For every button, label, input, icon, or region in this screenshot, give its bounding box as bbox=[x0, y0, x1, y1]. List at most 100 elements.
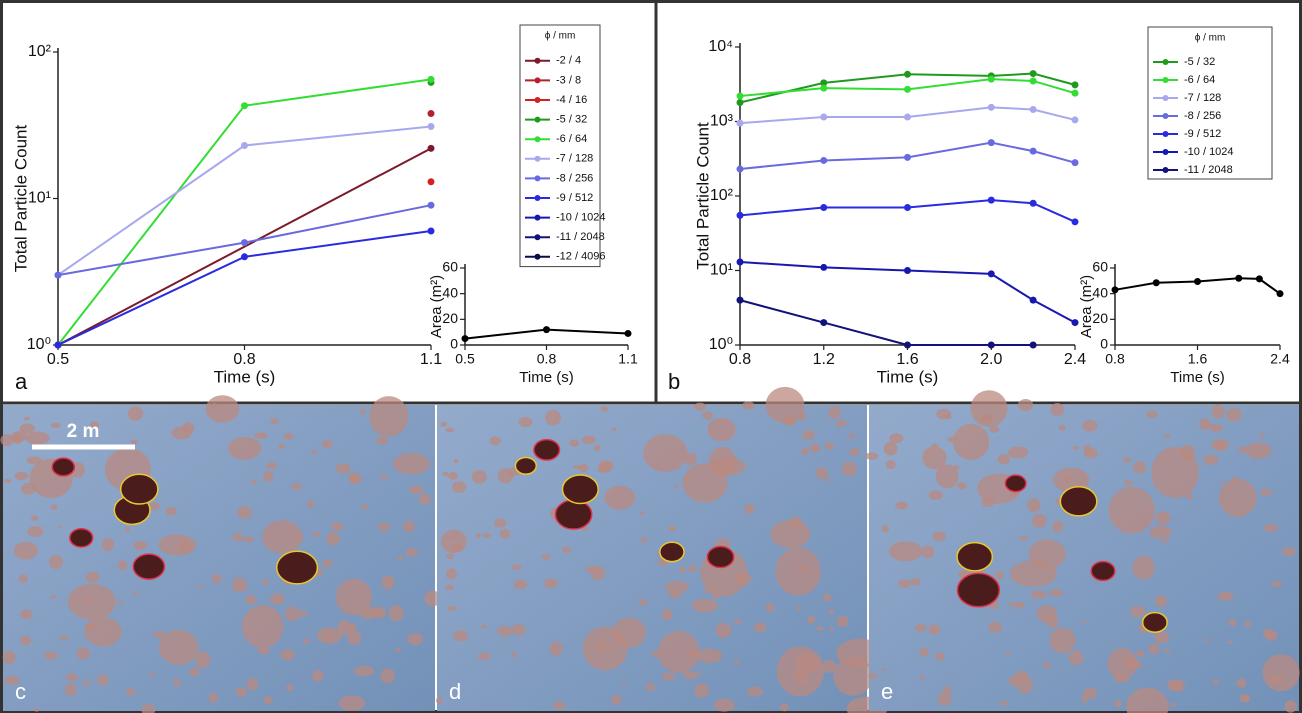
particle bbox=[1203, 454, 1219, 465]
particle bbox=[132, 591, 138, 595]
particle bbox=[284, 606, 300, 622]
particle bbox=[1148, 643, 1160, 655]
particle bbox=[347, 623, 357, 632]
legend-label: -8 / 256 bbox=[1184, 110, 1221, 122]
particle bbox=[480, 624, 486, 629]
particle bbox=[50, 504, 58, 510]
particle bbox=[1050, 403, 1065, 417]
particle bbox=[446, 568, 457, 580]
data-point bbox=[736, 211, 744, 219]
particle bbox=[611, 694, 622, 705]
particle bbox=[338, 695, 366, 711]
particle bbox=[195, 651, 211, 669]
particle bbox=[518, 416, 533, 428]
series-line bbox=[57, 147, 432, 346]
particle bbox=[1007, 446, 1029, 459]
particle bbox=[354, 665, 375, 677]
x-tick-label: 2.0 bbox=[980, 351, 1002, 368]
particle bbox=[1271, 581, 1282, 587]
particle bbox=[291, 483, 302, 490]
particle bbox=[30, 515, 39, 521]
legend-marker bbox=[534, 214, 541, 221]
data-point bbox=[736, 165, 744, 173]
particle bbox=[665, 580, 689, 593]
particle bbox=[693, 402, 707, 411]
particle bbox=[310, 450, 318, 455]
particle bbox=[679, 566, 686, 573]
particle bbox=[1048, 589, 1064, 597]
particle bbox=[23, 416, 31, 421]
x-tick-label: 0.8 bbox=[1105, 351, 1125, 367]
particle bbox=[1204, 638, 1209, 643]
particle bbox=[1010, 491, 1019, 498]
particle bbox=[802, 429, 815, 441]
particle bbox=[661, 672, 676, 681]
x-tick-label: 2.4 bbox=[1064, 351, 1086, 368]
particle bbox=[1028, 539, 1066, 569]
particle bbox=[801, 447, 809, 456]
particle bbox=[807, 615, 816, 624]
panel-label: c bbox=[15, 679, 26, 704]
particle bbox=[1226, 408, 1242, 422]
data-point bbox=[427, 123, 435, 131]
particle bbox=[594, 444, 601, 452]
particle bbox=[921, 545, 935, 559]
outlined-particle bbox=[119, 473, 159, 505]
particle bbox=[1262, 654, 1300, 692]
particle bbox=[849, 702, 857, 707]
particle bbox=[581, 435, 596, 445]
particle bbox=[1052, 520, 1064, 533]
outlined-particle bbox=[956, 572, 1001, 608]
y-tick-label: 0 bbox=[450, 336, 458, 352]
data-point bbox=[543, 326, 550, 334]
x-tick-label: 0.5 bbox=[455, 351, 475, 367]
particle bbox=[691, 598, 718, 613]
y-tick-label: 40 bbox=[442, 284, 458, 300]
particle bbox=[1211, 404, 1225, 419]
outlined-particle bbox=[514, 456, 538, 475]
particle bbox=[770, 520, 811, 549]
outlined-particle bbox=[132, 553, 166, 580]
data-point bbox=[461, 335, 469, 343]
data-point bbox=[987, 196, 995, 204]
particle bbox=[127, 406, 144, 421]
particle bbox=[148, 672, 154, 678]
particle bbox=[159, 629, 199, 665]
outlined-particle bbox=[659, 541, 685, 563]
series-line bbox=[739, 261, 1076, 324]
particle bbox=[263, 470, 274, 482]
particle bbox=[1259, 488, 1273, 496]
particle bbox=[513, 579, 528, 590]
particle bbox=[702, 411, 714, 420]
data-point bbox=[1029, 77, 1037, 85]
particle bbox=[172, 679, 181, 687]
panel-label: a bbox=[15, 369, 28, 394]
particle bbox=[640, 537, 647, 544]
series-line bbox=[739, 141, 1076, 171]
particle bbox=[541, 554, 551, 560]
particle bbox=[835, 419, 847, 427]
data-point bbox=[1071, 89, 1079, 97]
particle bbox=[1146, 410, 1158, 419]
particle bbox=[388, 605, 404, 622]
data-point bbox=[1071, 218, 1079, 226]
particle bbox=[1245, 442, 1272, 459]
particle bbox=[1135, 650, 1145, 657]
outlined-particle bbox=[956, 541, 994, 572]
data-point bbox=[427, 227, 435, 235]
data-point bbox=[987, 75, 995, 83]
particle bbox=[883, 441, 898, 456]
particle bbox=[335, 578, 372, 616]
particle bbox=[590, 566, 606, 581]
particle bbox=[694, 683, 710, 698]
particle bbox=[303, 638, 311, 644]
data-point bbox=[54, 341, 62, 349]
particle bbox=[50, 422, 61, 429]
particle bbox=[1133, 461, 1147, 474]
particle bbox=[604, 485, 636, 510]
particle bbox=[600, 405, 609, 412]
particle bbox=[696, 671, 702, 674]
data-point bbox=[904, 153, 911, 161]
legend-label: -6 / 64 bbox=[1184, 74, 1215, 86]
particle bbox=[246, 677, 259, 691]
